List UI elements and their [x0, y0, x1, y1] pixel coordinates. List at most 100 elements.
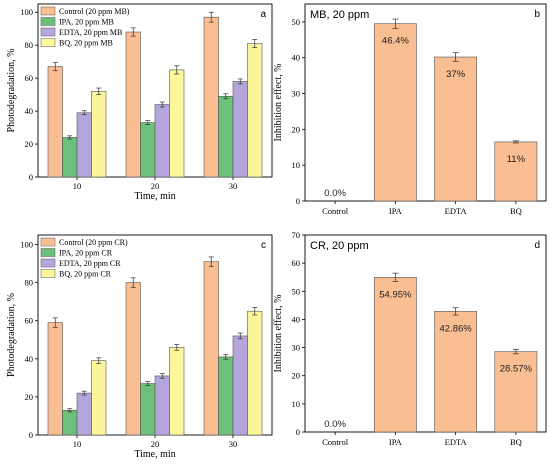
x-tick-label: Control [322, 206, 349, 216]
legend-label: Control (20 ppm MB) [59, 7, 130, 16]
x-tick-label: 10 [73, 439, 82, 449]
bar [169, 347, 185, 436]
x-axis-label: Time, min [134, 191, 175, 202]
bar [154, 375, 170, 436]
y-tick-label: 100 [20, 7, 33, 17]
bar [47, 322, 63, 436]
x-tick-label: IPA [389, 437, 403, 447]
legend-swatch [40, 237, 56, 247]
legend-label: EDTA, 20 ppm MB [59, 28, 122, 37]
y-tick-label: 80 [25, 40, 34, 50]
legend-swatch [40, 269, 56, 278]
bar [203, 16, 219, 178]
y-tick-label: 10 [292, 399, 301, 409]
y-tick-label: 10 [292, 160, 301, 170]
bar [140, 122, 156, 178]
bar [76, 392, 92, 436]
y-tick-label: 40 [292, 53, 301, 63]
y-tick-label: 20 [292, 371, 301, 381]
y-tick-label: 70 [292, 230, 301, 240]
legend-swatch [40, 17, 56, 26]
x-tick-label: EDTA [445, 437, 468, 447]
y-tick-label: 50 [292, 17, 301, 27]
bar [247, 310, 263, 436]
panel-letter: c [261, 240, 266, 251]
y-tick-label: 100 [20, 240, 33, 250]
legend-swatch [40, 6, 56, 16]
y-tick-label: 0 [296, 196, 300, 206]
data-label: 11% [507, 154, 526, 165]
data-label: 0.0% [324, 188, 346, 199]
y-tick-label: 40 [25, 354, 34, 364]
bar [91, 91, 107, 178]
y-tick-label: 0 [296, 427, 300, 437]
data-label: 42.86% [440, 323, 473, 334]
y-axis-label: Inhibition effect, % [273, 295, 284, 373]
y-tick-label: 30 [292, 343, 301, 353]
x-tick-label: 10 [73, 181, 82, 191]
panel-c: 0 20 40 60 80 100 Photodegradation, % Time, min… [6, 234, 273, 460]
bar [125, 31, 141, 178]
bar [373, 277, 417, 433]
y-axis-label: Inhibition effect, % [273, 64, 284, 142]
bar [232, 81, 248, 178]
y-tick-label: 80 [25, 278, 34, 288]
y-tick-label: 30 [292, 89, 301, 99]
plot-frame [304, 3, 547, 202]
y-tick-label: 60 [25, 316, 34, 326]
y-tick-label: 0 [29, 172, 33, 182]
panel-d: 0 10 20 30 40 50 60 70 Inhibition effect, % d CR, … [273, 230, 547, 447]
legend-swatch [40, 27, 56, 37]
legend-label: EDTA, 20 ppm CR [59, 259, 121, 268]
x-tick-label: 20 [151, 181, 160, 191]
chart-title: CR, 20 ppm [310, 240, 369, 252]
bar [494, 141, 538, 202]
legend-swatch [40, 258, 56, 268]
legend-swatch [40, 38, 56, 47]
bar [169, 69, 185, 178]
x-tick-label: EDTA [445, 206, 468, 216]
bar [91, 360, 107, 436]
x-tick-label: BQ [510, 437, 522, 447]
panel-letter: b [534, 9, 540, 20]
bar [434, 56, 478, 202]
x-tick-label: 20 [151, 439, 160, 449]
bar [218, 356, 234, 436]
bar [203, 261, 219, 436]
bar [140, 383, 156, 436]
y-tick-label: 60 [292, 258, 301, 268]
y-tick-label: 40 [25, 106, 34, 116]
bar [47, 66, 63, 178]
bar [62, 137, 78, 178]
panel-a: 0 20 40 60 80 100 Photodegradation, % Time, min… [6, 3, 273, 202]
y-tick-label: 20 [25, 392, 34, 402]
bar [76, 112, 92, 178]
data-label: 37% [446, 69, 466, 80]
y-tick-label: 20 [292, 124, 301, 134]
x-tick-label: 30 [229, 181, 238, 191]
bar [232, 335, 248, 436]
plot-frame [304, 234, 547, 433]
x-axis-label: Time, min [134, 449, 175, 460]
x-tick-label: 30 [229, 439, 238, 449]
y-tick-label: 60 [25, 73, 34, 83]
x-tick-label: Control [322, 437, 349, 447]
legend-label: IPA, 20 ppm CR [59, 249, 113, 258]
legend-label: Control (20 ppm CR) [59, 238, 128, 247]
y-axis-label: Photodegradation, % [6, 49, 17, 133]
y-tick-label: 0 [29, 430, 33, 440]
y-tick-label: 50 [292, 286, 301, 296]
data-label: 54.95% [379, 289, 412, 300]
panel-letter: a [260, 9, 266, 20]
chart-title: MB, 20 ppm [310, 9, 369, 21]
panel-b: 0 10 20 30 40 50 Inhibition effect, % b MB, 20 p… [273, 3, 547, 216]
legend-swatch [40, 248, 56, 257]
bar [434, 311, 478, 433]
y-tick-label: 20 [25, 139, 34, 149]
data-label: 46.4% [382, 36, 409, 47]
legend-label: BQ, 20 ppm MB [59, 39, 113, 48]
bar [154, 104, 170, 178]
